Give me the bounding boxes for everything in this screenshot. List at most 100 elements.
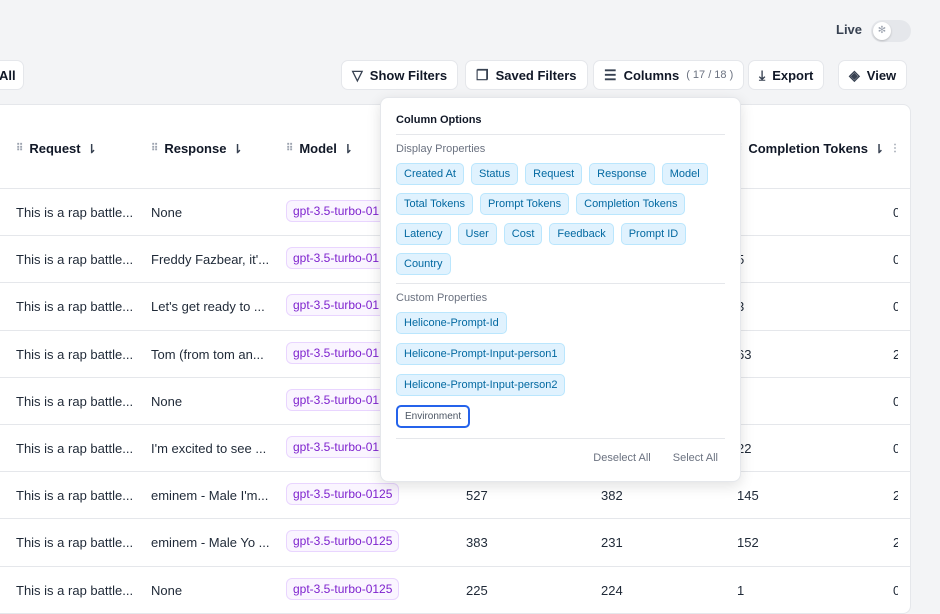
sliders-icon: ☰	[604, 66, 617, 83]
header-label: Request	[29, 141, 81, 156]
completion-cell: 145	[737, 488, 759, 504]
display-property-chip[interactable]: Feedback	[549, 223, 614, 245]
header-label: Model	[299, 141, 337, 156]
copy-icon: ❐	[476, 66, 489, 83]
request-cell: This is a rap battle...	[16, 535, 134, 551]
request-cell: This is a rap battle...	[16, 346, 134, 362]
deselect-all-button[interactable]: Deselect All	[593, 452, 651, 464]
sort-icon[interactable]: ⇂	[86, 141, 97, 156]
last-cell: 2	[893, 535, 898, 551]
total-cell: 383	[466, 535, 488, 551]
model-cell: gpt-3.5-turbo-0125	[286, 483, 400, 506]
table-row[interactable]: This is a rap battle... None gpt-3.5-turbo…	[0, 376, 910, 424]
display-property-chip[interactable]: Prompt ID	[620, 223, 687, 245]
last-cell: 2	[893, 346, 898, 362]
header-label: Response	[164, 141, 227, 156]
model-cell: gpt-3.5-turbo-0125	[286, 577, 400, 600]
prompt-cell: 231	[601, 535, 623, 551]
drag-handle-icon[interactable]: ⠿	[16, 143, 24, 154]
response-cell: Freddy Fazbear, it'...	[151, 252, 270, 268]
live-label: Live	[836, 22, 863, 37]
column-menu-icon[interactable]: ⋮	[890, 143, 901, 154]
response-cell: eminem - Male I'm...	[151, 488, 269, 504]
total-cell: 527	[466, 488, 488, 504]
live-icon: ✻	[873, 22, 891, 40]
display-property-chip[interactable]: Model	[661, 163, 708, 185]
table-row[interactable]: This is a rap battle... eminem - Male Yo …	[0, 518, 910, 565]
request-cell: This is a rap battle...	[16, 393, 134, 409]
header-completion-tokens[interactable]: ⠿Completion Tokens⇂⋮	[735, 141, 900, 156]
popover-title: Column Options	[396, 114, 725, 135]
columns-count: ( 17 / 18 )	[686, 69, 734, 81]
custom-property-chip[interactable]: Helicone-Prompt-Input-person2	[396, 374, 566, 396]
request-cell: This is a rap battle...	[16, 252, 134, 268]
last-cell: 0	[893, 393, 898, 409]
view-label: View	[866, 67, 897, 83]
all-label: All	[0, 67, 16, 83]
display-property-chip[interactable]: Completion Tokens	[576, 193, 686, 215]
prompt-cell: 224	[601, 582, 623, 598]
custom-property-chip[interactable]: Helicone-Prompt-Id	[396, 312, 507, 334]
show-filters-label: Show Filters	[369, 67, 448, 83]
custom-property-chip[interactable]: Helicone-Prompt-Input-person1	[396, 343, 566, 365]
display-property-chip[interactable]: Request	[525, 163, 583, 185]
model-cell: gpt-3.5-turbo-01	[286, 294, 387, 317]
completion-cell: 1	[737, 582, 745, 598]
display-properties-label: Display Properties	[396, 143, 486, 155]
prompt-cell: 382	[601, 488, 623, 504]
display-property-chip[interactable]: Total Tokens	[396, 193, 473, 215]
header-model[interactable]: ⠿ Model ⇂	[286, 141, 353, 156]
completion-cell: 152	[737, 535, 759, 551]
request-cell: This is a rap battle...	[16, 299, 134, 315]
last-cell: 0	[893, 252, 898, 268]
display-property-chip[interactable]: Response	[589, 163, 655, 185]
table-row[interactable]: This is a rap battle... I'm excited to se…	[0, 424, 910, 471]
display-property-chip[interactable]: Latency	[396, 223, 451, 245]
response-cell: eminem - Male Yo ...	[151, 535, 270, 551]
header-request[interactable]: ⠿ Request ⇂	[16, 141, 97, 156]
sort-icon[interactable]: ⇂	[232, 141, 243, 156]
model-cell: gpt-3.5-turbo-01	[286, 247, 387, 270]
display-property-chip[interactable]: Status	[470, 163, 519, 185]
drag-handle-icon[interactable]: ⠿	[286, 143, 294, 154]
table-row[interactable]: This is a rap battle... None gpt-3.5-turbo…	[0, 565, 910, 613]
columns-button[interactable]: ☰ Columns ( 17 / 18 )	[593, 60, 745, 90]
sort-icon[interactable]: ⇂	[873, 141, 885, 156]
live-toggle[interactable]: ✻	[871, 20, 911, 42]
custom-property-chip[interactable]: Environment	[396, 405, 471, 428]
response-cell: None	[151, 205, 183, 220]
header-response[interactable]: ⠿ Response ⇂	[151, 141, 243, 156]
response-cell: Tom (from tom an...	[151, 346, 264, 362]
request-cell: This is a rap battle...	[16, 582, 134, 598]
custom-properties-label: Custom Properties	[396, 292, 488, 304]
model-cell: gpt-3.5-turbo-01	[286, 388, 387, 411]
response-cell: I'm excited to see ...	[151, 441, 267, 456]
display-property-chip[interactable]: Country	[396, 253, 451, 275]
display-property-chip[interactable]: Prompt Tokens	[479, 193, 570, 215]
export-button[interactable]: ⤓ Export	[748, 60, 825, 90]
last-cell: 0	[893, 582, 898, 598]
download-icon: ⤓	[759, 66, 766, 83]
response-cell: None	[151, 393, 183, 409]
layers-icon: ◈	[849, 66, 860, 83]
export-label: Export	[772, 67, 814, 83]
select-all-button[interactable]: Select All	[672, 452, 718, 464]
drag-handle-icon[interactable]: ⠿	[151, 143, 159, 154]
filter-icon: ▽	[352, 66, 363, 83]
saved-filters-button[interactable]: ❐ Saved Filters	[465, 60, 588, 90]
total-cell: 225	[466, 582, 488, 598]
sort-icon[interactable]: ⇂	[342, 141, 353, 156]
model-cell: gpt-3.5-turbo-0125	[286, 530, 400, 553]
last-cell: 0	[893, 299, 898, 315]
display-property-chip[interactable]: Created At	[396, 163, 464, 185]
columns-label: Columns	[623, 67, 680, 83]
request-cell: This is a rap battle...	[16, 205, 134, 220]
request-cell: This is a rap battle...	[16, 488, 134, 504]
display-property-chip[interactable]: Cost	[503, 223, 543, 245]
display-property-chip[interactable]: User	[457, 223, 497, 245]
model-cell: gpt-3.5-turbo-01	[286, 200, 387, 222]
all-button[interactable]: All	[0, 60, 24, 90]
show-filters-button[interactable]: ▽ Show Filters	[341, 60, 459, 90]
view-button[interactable]: ◈ View	[838, 60, 908, 90]
last-cell: 2	[893, 488, 898, 504]
